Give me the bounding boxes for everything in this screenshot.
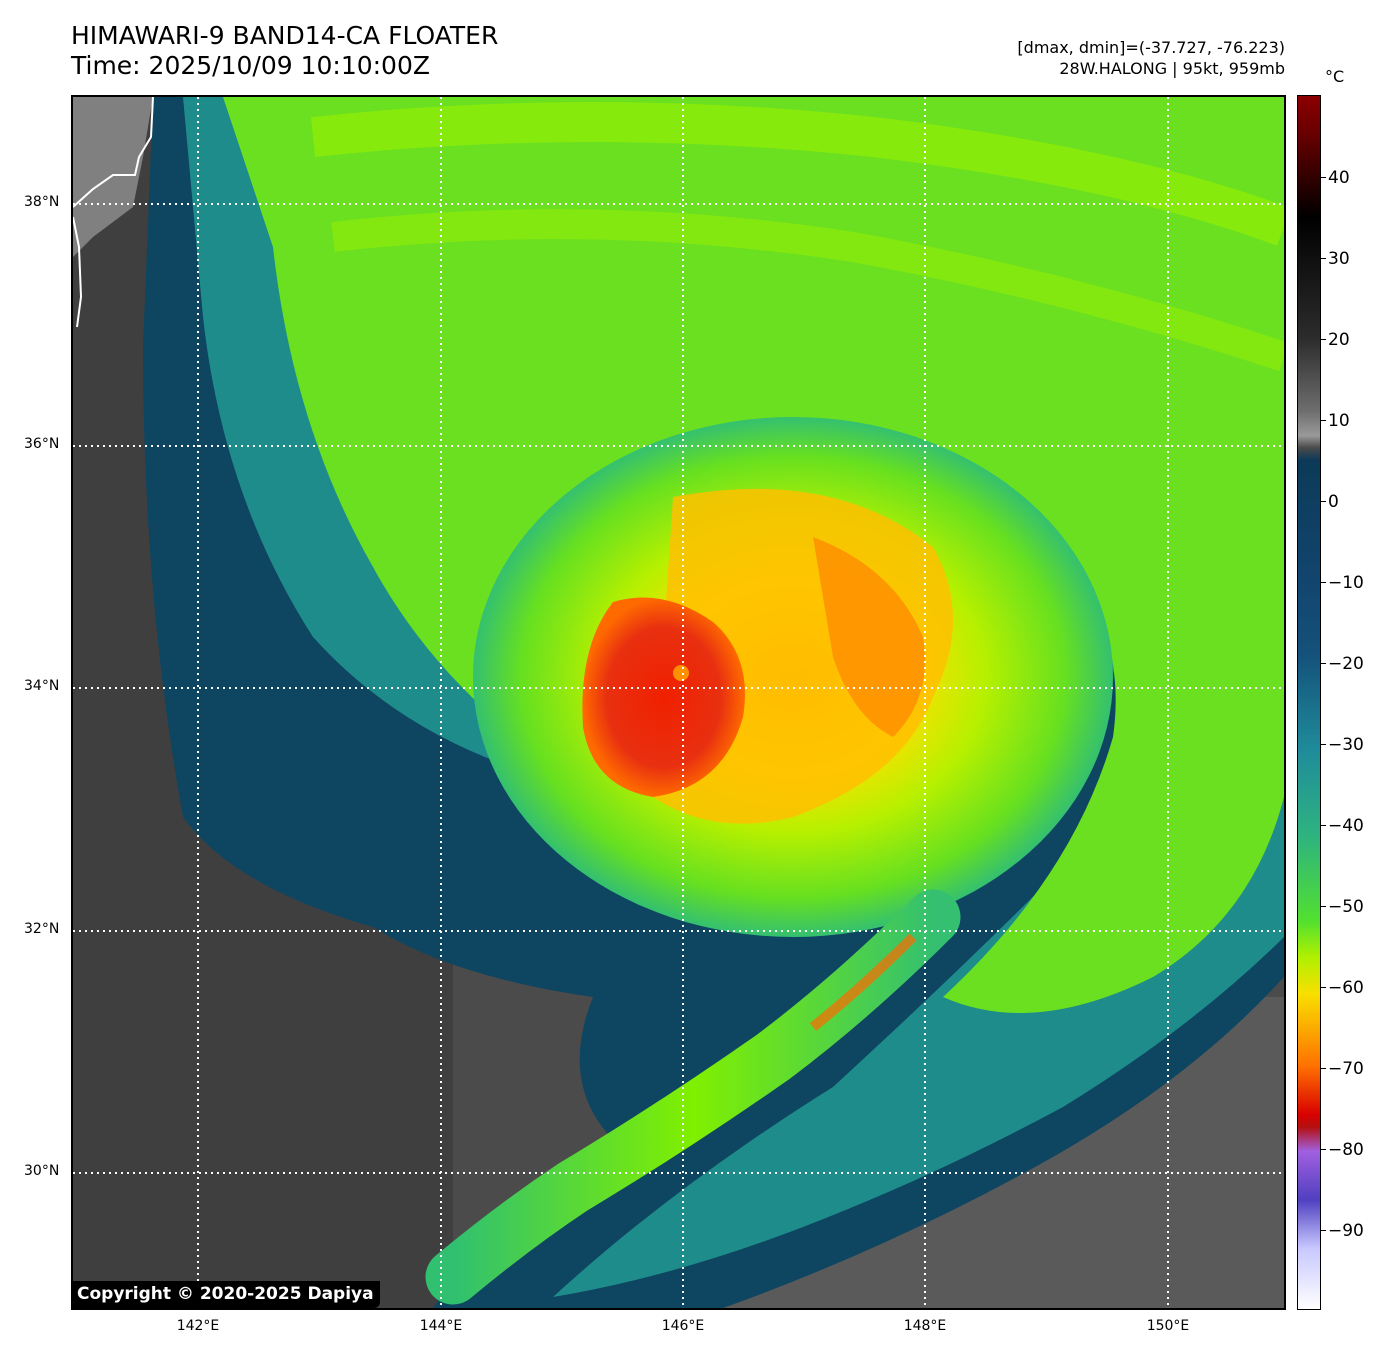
colorbar-tick-mark <box>1321 1068 1326 1069</box>
colorbar-tick-20: 20 <box>1328 330 1350 350</box>
colorbar-tick-10: 10 <box>1328 411 1350 431</box>
colorbar-tick-minus-20: −20 <box>1328 654 1364 674</box>
lon-label-148e: 148°E <box>903 1318 947 1334</box>
colorbar-tick-mark <box>1321 663 1326 664</box>
colorbar-tick-minus-30: −30 <box>1328 735 1364 755</box>
infrared-imagery <box>73 97 1284 1308</box>
copyright-notice: Copyright © 2020-2025 Dapiya <box>71 1281 380 1308</box>
lat-label-30n: 30°N <box>24 1163 60 1179</box>
lat-label-34n: 34°N <box>24 678 60 694</box>
colorbar-tick-mark <box>1321 1149 1326 1150</box>
image-timestamp: Time: 2025/10/09 10:10:00Z <box>71 51 430 80</box>
colorbar-tick-minus-80: −80 <box>1328 1140 1364 1160</box>
colorbar-tick-minus-90: −90 <box>1328 1221 1364 1241</box>
satellite-map[interactable] <box>71 95 1286 1310</box>
lon-label-144e: 144°E <box>419 1318 463 1334</box>
lat-label-32n: 32°N <box>24 921 60 937</box>
colorbar-tick-40: 40 <box>1328 168 1350 188</box>
colorbar-tick-mark <box>1321 501 1326 502</box>
temperature-range: [dmax, dmin]=(-37.727, -76.223) <box>1017 38 1285 57</box>
colorbar-tick-mark <box>1321 582 1326 583</box>
colorbar-unit: °C <box>1325 67 1345 86</box>
colorbar-tick-mark <box>1321 258 1326 259</box>
colorbar-tick-mark <box>1321 339 1326 340</box>
temperature-colorbar <box>1297 95 1321 1310</box>
image-title: HIMAWARI-9 BAND14-CA FLOATER <box>71 21 499 50</box>
colorbar-tick-mark <box>1321 177 1326 178</box>
colorbar-tick-mark <box>1321 906 1326 907</box>
storm-info: 28W.HALONG | 95kt, 959mb <box>1059 59 1285 78</box>
colorbar-tick-minus-10: −10 <box>1328 573 1364 593</box>
lat-label-38n: 38°N <box>24 194 60 210</box>
colorbar-tick-mark <box>1321 825 1326 826</box>
lon-label-146e: 146°E <box>661 1318 705 1334</box>
lon-label-150e: 150°E <box>1146 1318 1190 1334</box>
colorbar-tick-mark <box>1321 420 1326 421</box>
colorbar-tick-minus-70: −70 <box>1328 1059 1364 1079</box>
colorbar-tick-0: 0 <box>1328 492 1339 512</box>
lon-label-142e: 142°E <box>176 1318 220 1334</box>
colorbar-tick-mark <box>1321 987 1326 988</box>
colorbar-tick-minus-40: −40 <box>1328 816 1364 836</box>
lat-label-36n: 36°N <box>24 436 60 452</box>
colorbar-tick-minus-60: −60 <box>1328 978 1364 998</box>
colorbar-tick-mark <box>1321 744 1326 745</box>
colorbar-tick-minus-50: −50 <box>1328 897 1364 917</box>
colorbar-tick-30: 30 <box>1328 249 1350 269</box>
colorbar-tick-mark <box>1321 1230 1326 1231</box>
